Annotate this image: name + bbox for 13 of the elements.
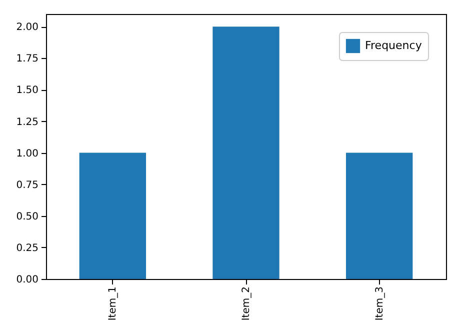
legend-label: Frequency: [365, 39, 422, 52]
x-tick-label: Item_2: [241, 286, 252, 321]
y-tick-label: 0.75: [16, 180, 38, 191]
y-tick-label: 1.75: [16, 54, 38, 65]
x-tick-label: Item_1: [108, 286, 119, 321]
y-tick-label: 1.25: [16, 116, 38, 128]
y-tick-label: 0.25: [16, 242, 38, 254]
y-tick-label: 2.00: [16, 22, 38, 34]
y-tick-label: 1.50: [16, 85, 38, 96]
x-tick-label: Item_3: [374, 286, 386, 321]
y-tick-label: 1.00: [16, 148, 38, 160]
y-tick-label: 0.50: [16, 211, 38, 222]
y-tick-label: 0.00: [16, 274, 38, 286]
